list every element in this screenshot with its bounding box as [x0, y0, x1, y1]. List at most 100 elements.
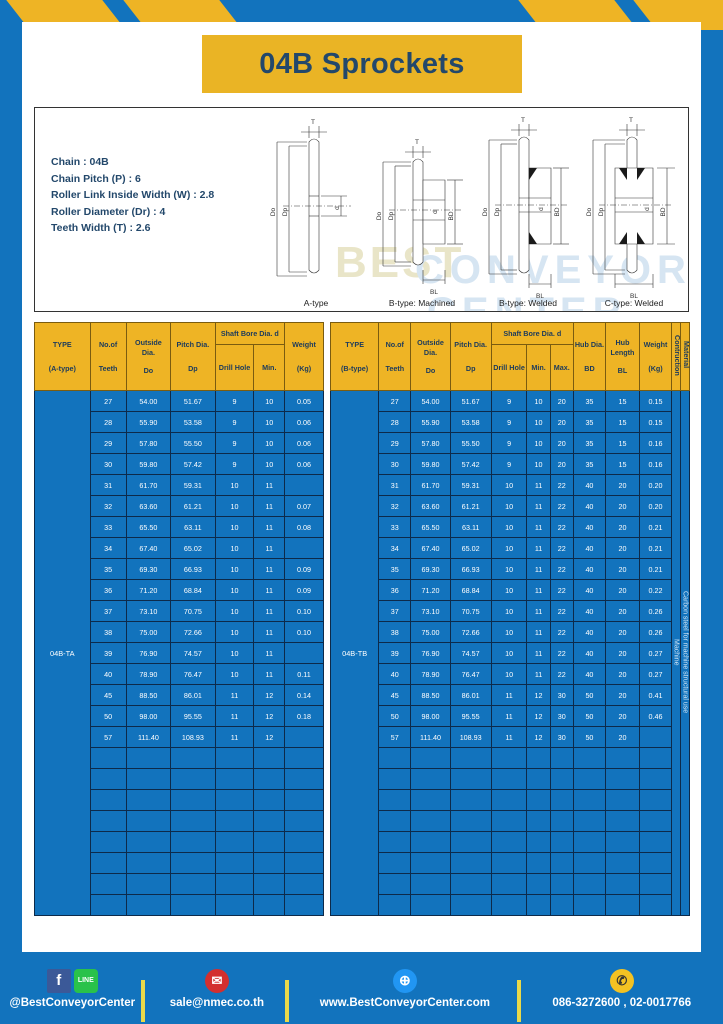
table-cell: 11	[253, 537, 286, 559]
table-cell: 20	[549, 390, 574, 412]
spec-chain-pitch: Chain Pitch (P) : 6	[51, 172, 141, 185]
table-cell: 11	[526, 579, 551, 601]
header-bore-group-a: Shaft Bore Dia. d	[214, 322, 286, 345]
table-cell: 70.75	[170, 600, 216, 622]
table-cell-empty	[449, 852, 492, 874]
table-cell: 0.06	[284, 432, 324, 454]
table-cell: 0.20	[638, 495, 673, 517]
table-cell: 35	[572, 432, 607, 454]
table-cell: 86.01	[449, 684, 492, 706]
svg-text:BL: BL	[630, 293, 638, 300]
table-cell: 40	[572, 495, 607, 517]
table-cell: 74.57	[170, 642, 216, 664]
svg-text:Do: Do	[376, 211, 383, 220]
table-row-empty	[35, 831, 324, 853]
table-cell: 20	[605, 537, 640, 559]
table-cell-empty	[449, 747, 492, 769]
footer-email[interactable]: ✉ sale@nmec.co.th	[145, 968, 290, 1022]
header-pitch-dia-b: Pitch Dia. Dp	[449, 322, 492, 391]
phone-icon[interactable]: ✆	[609, 968, 634, 993]
table-cell-empty	[214, 873, 255, 895]
svg-text:BD: BD	[554, 207, 561, 216]
table-cell: 0.27	[638, 642, 673, 664]
table-row: 33 65.50 63.11 10 11 22 40 20 0.21	[331, 516, 690, 538]
table-cell: 39	[89, 642, 127, 664]
table-b-type: TYPE (B-type) No.of Teeth Outside Dia. D…	[329, 322, 691, 916]
line-icon[interactable]: LINE	[73, 968, 98, 993]
table-cell-empty	[253, 873, 286, 895]
table-cell: 40	[572, 558, 607, 580]
table-cell-empty	[572, 873, 607, 895]
globe-icon[interactable]: ⊕	[392, 968, 417, 993]
svg-text:Do: Do	[482, 207, 489, 216]
drawing-a-type: T Do Dp d A-type	[263, 112, 369, 311]
table-a-type: TYPE (A-type) No.of Teeth Outside Dia. D…	[34, 322, 324, 916]
table-cell	[284, 474, 324, 496]
table-row: 57 111.40 108.93 11 12 30 50 20	[331, 726, 690, 748]
table-cell-empty	[490, 789, 528, 811]
table-cell-empty	[378, 873, 412, 895]
table-cell-empty	[549, 873, 574, 895]
table-cell: 20	[605, 474, 640, 496]
spec-roller-diameter: Roller Diameter (Dr) : 4	[51, 205, 166, 218]
table-cell-empty	[605, 789, 640, 811]
sprocket-drawings: T Do Dp d A-type	[263, 112, 687, 311]
table-row-empty	[331, 852, 690, 874]
table-cell: 0.14	[284, 684, 324, 706]
table-cell-empty	[125, 747, 172, 769]
table-cell-empty	[572, 789, 607, 811]
table-cell: 68.84	[449, 579, 492, 601]
table-cell-empty	[526, 768, 551, 790]
table-cell: 31	[89, 474, 127, 496]
table-cell-empty	[214, 810, 255, 832]
header-hub-dia-b: Hub Dia. BD	[572, 322, 607, 391]
table-cell: 55.50	[170, 432, 216, 454]
table-cell: 0.20	[638, 474, 673, 496]
table-row-empty	[331, 831, 690, 853]
table-cell-empty	[214, 894, 255, 916]
table-row: 28 55.90 53.58 9 10 0.06	[35, 411, 324, 433]
table-cell: 10	[253, 432, 286, 454]
table-cell-empty	[284, 852, 324, 874]
table-cell: 86.01	[170, 684, 216, 706]
table-cell	[638, 726, 673, 748]
table-cell: 0.16	[638, 453, 673, 475]
footer-website[interactable]: ⊕ www.BestConveyorCenter.com	[289, 968, 521, 1022]
header-construction-b: Contruction	[671, 322, 682, 391]
table-cell: 20	[549, 411, 574, 433]
table-cell: 22	[549, 516, 574, 538]
table-cell-empty	[449, 789, 492, 811]
table-cell: 15	[605, 390, 640, 412]
table-cell: 12	[526, 684, 551, 706]
svg-text:T: T	[311, 119, 315, 126]
table-cell-empty	[253, 768, 286, 790]
footer-facebook[interactable]: f LINE @BestConveyorCenter	[0, 968, 145, 1022]
table-cell: 63.60	[125, 495, 172, 517]
table-cell-empty	[410, 810, 451, 832]
table-cell: 73.10	[125, 600, 172, 622]
table-cell: 76.90	[125, 642, 172, 664]
table-cell-empty	[378, 894, 412, 916]
table-cell: 28	[378, 411, 412, 433]
table-cell: 69.30	[410, 558, 451, 580]
table-cell: 22	[549, 642, 574, 664]
header-type-a: TYPE (A-type)	[34, 322, 91, 391]
svg-text:T: T	[521, 117, 525, 124]
table-cell: 11	[253, 558, 286, 580]
footer-divider	[285, 979, 290, 1022]
table-cell: 61.70	[125, 474, 172, 496]
table-row: 31 61.70 59.31 10 11	[35, 474, 324, 496]
table-cell-empty	[526, 852, 551, 874]
email-icon[interactable]: ✉	[204, 968, 229, 993]
table-cell: 40	[572, 663, 607, 685]
table-cell: 40	[378, 663, 412, 685]
facebook-icon[interactable]: f	[46, 968, 71, 993]
table-cell-empty	[638, 831, 673, 853]
table-cell: 39	[378, 642, 412, 664]
table-cell: 9	[490, 432, 528, 454]
table-cell-empty	[449, 894, 492, 916]
table-cell: 9	[214, 411, 255, 433]
table-cell: 10	[490, 495, 528, 517]
table-cell-empty	[490, 768, 528, 790]
footer-phone[interactable]: ✆ 086-3272600 , 02-0017766	[521, 968, 723, 1009]
